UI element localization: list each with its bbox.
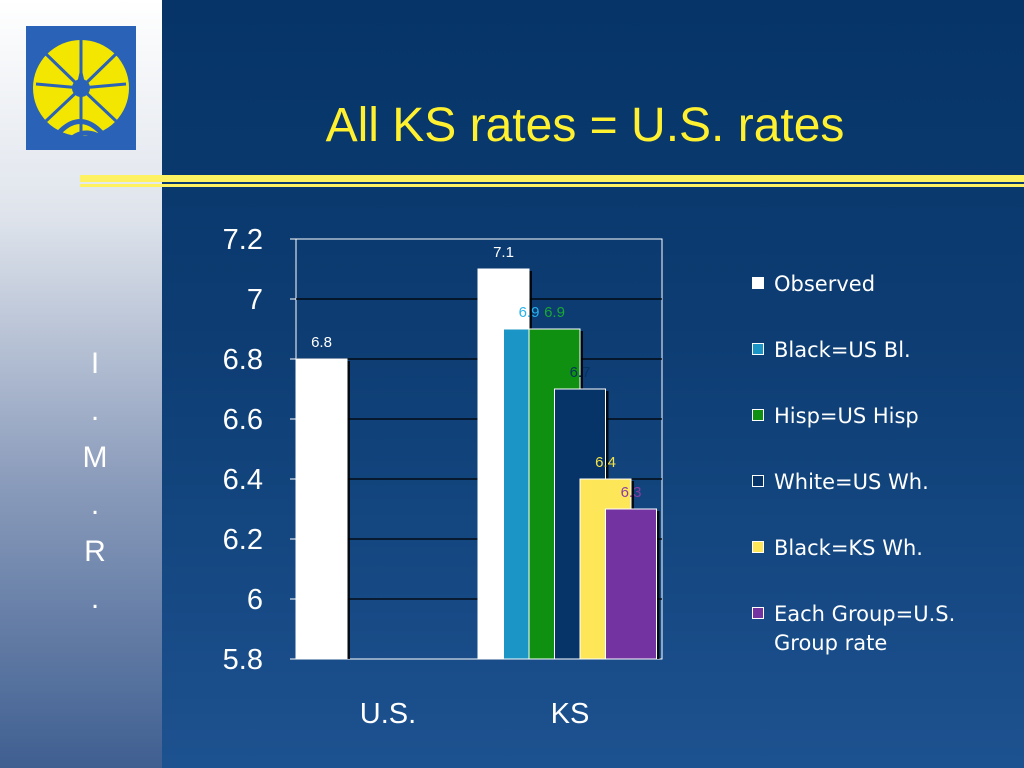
legend-swatch (752, 409, 764, 421)
legend-swatch (752, 541, 764, 553)
title-underline (80, 175, 1024, 187)
y-tick-label: 6 (247, 584, 263, 616)
y-tick-label: 5.8 (223, 644, 263, 676)
data-label: 6.9 (519, 304, 540, 321)
data-label: 6.4 (595, 454, 616, 471)
side-letter: . (90, 394, 100, 427)
legend-swatch (752, 607, 764, 619)
side-letters: I . M . R . (60, 340, 130, 622)
y-tick-label: 7.2 (223, 224, 263, 256)
side-letter: . (90, 488, 100, 521)
side-letter: I (90, 347, 100, 380)
y-tick-label: 6.2 (223, 524, 263, 556)
side-letter: M (82, 441, 108, 474)
y-tick-label: 6.4 (223, 464, 263, 496)
bar (295, 358, 348, 660)
legend-swatch (752, 343, 764, 355)
legend-label: White=US Wh. (774, 470, 929, 494)
x-tick-label: KS (551, 698, 590, 730)
legend-label: Observed (774, 272, 876, 296)
sun-starburst-logo-icon (33, 36, 129, 148)
logo (26, 26, 136, 150)
y-tick-label: 6.8 (223, 344, 263, 376)
side-letter: . (90, 582, 100, 615)
data-label: 6.3 (621, 484, 642, 501)
slide-title: All KS rates = U.S. rates (325, 99, 845, 152)
bar (605, 508, 657, 660)
data-label: 6.8 (311, 334, 332, 351)
legend-label: Each Group=U.S. Group rate (774, 602, 956, 655)
legend-swatch (752, 277, 764, 289)
legend-label: Hisp=US Hisp (774, 404, 919, 428)
legend-label: Black=US Bl. (774, 338, 911, 362)
legend-swatch (752, 475, 764, 487)
side-letter: R (84, 535, 106, 568)
legend-label: Black=KS Wh. (774, 536, 923, 560)
x-tick-label: U.S. (360, 698, 416, 730)
y-tick-label: 6.6 (223, 404, 263, 436)
y-tick-label: 7 (247, 284, 263, 316)
data-label: 6.7 (570, 364, 591, 381)
data-label: 6.9 (544, 304, 565, 321)
data-label: 7.1 (493, 244, 514, 261)
